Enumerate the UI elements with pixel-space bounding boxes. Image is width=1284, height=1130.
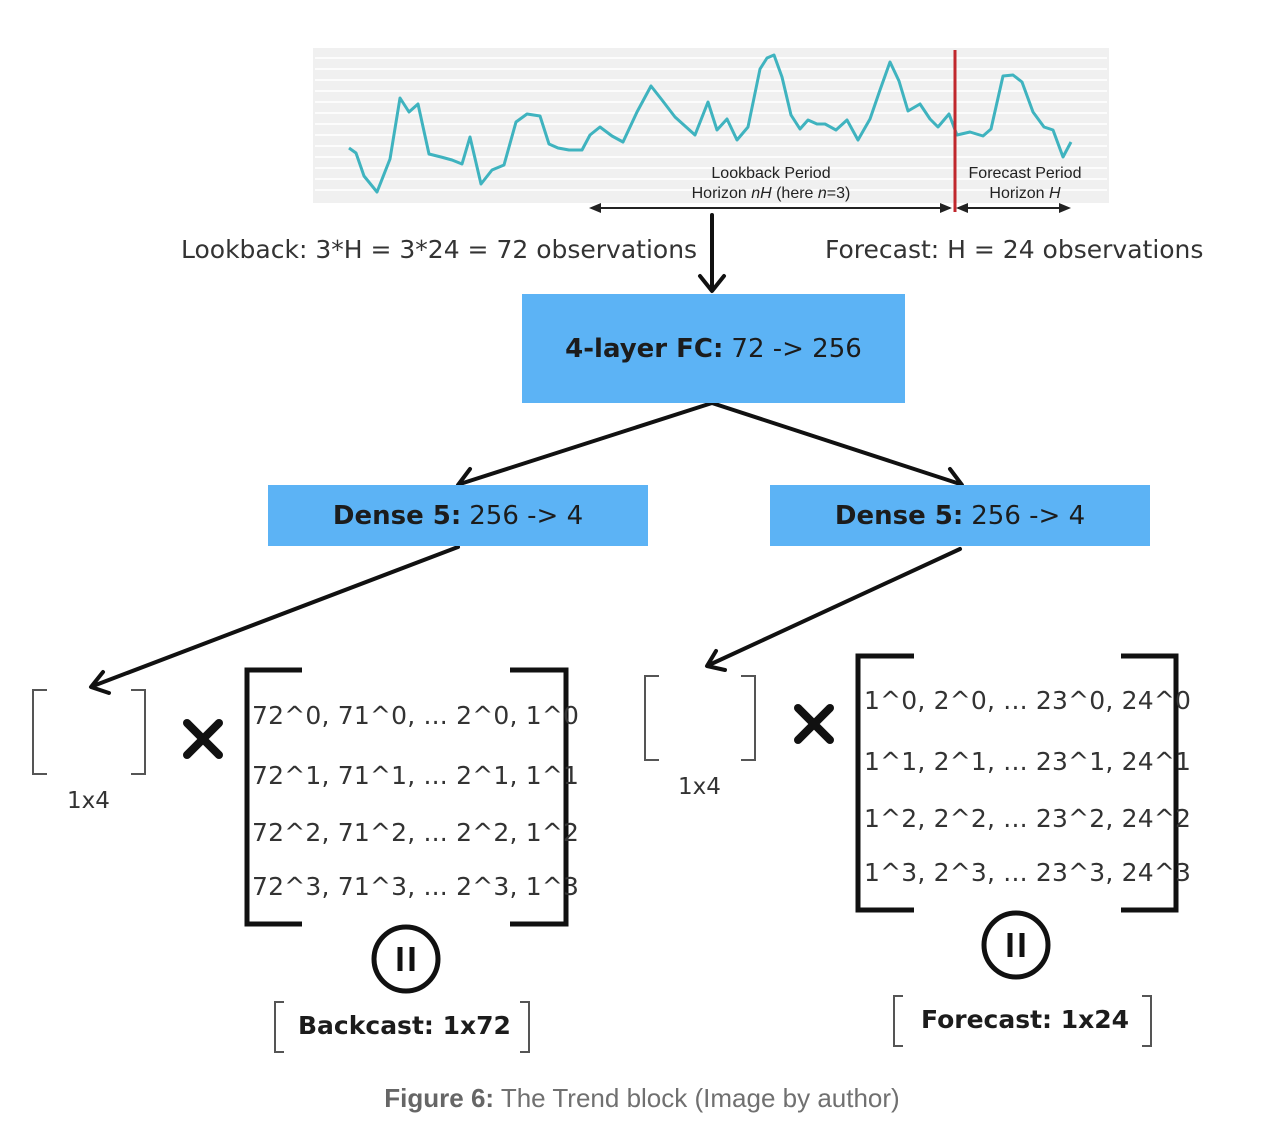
right-matrix-open-bracket <box>855 653 914 913</box>
left-matrix-row: 72^1, 71^1, ... 2^1, 1^1 <box>252 761 580 790</box>
arrow-dense-left-to-vector <box>91 545 460 688</box>
left-matrix-close-bracket <box>510 667 569 927</box>
forecast-horizon-text: Horizon H <box>989 185 1061 202</box>
left-matrix-open-bracket <box>244 667 302 927</box>
left-equals-icon <box>371 924 441 994</box>
dense-left-dims: 256 -> 4 <box>469 500 584 531</box>
plot-background <box>313 48 1109 203</box>
backcast-result: Backcast: 1x72 <box>298 1011 511 1040</box>
left-matrix-row: 72^2, 71^2, ... 2^2, 1^2 <box>252 818 580 847</box>
forecast-span-right-arrowhead <box>1059 203 1071 213</box>
right-matrix-row: 1^2, 2^2, ... 23^2, 24^2 <box>864 804 1192 833</box>
series-line <box>348 53 1073 194</box>
lookback-horizon-text: Horizon nH (here n=3) <box>691 185 851 202</box>
right-matrix-row: 1^1, 2^1, ... 23^1, 24^1 <box>864 747 1192 776</box>
dense-left-title: Dense 5: <box>332 500 462 531</box>
arrow-dense-right-to-vector-head <box>705 649 727 672</box>
left-vector-open-bracket <box>32 689 47 775</box>
forecast-result: Forecast: 1x24 <box>921 1005 1130 1034</box>
dense-right-box: Dense 5: 256 -> 4 <box>770 485 1150 546</box>
plot-gridlines <box>315 57 1107 191</box>
fc-layer-dims: 72 -> 256 <box>731 333 862 364</box>
right-result-close-bracket <box>1142 995 1152 1047</box>
forecast-period-label: Forecast Period Horizon H <box>958 164 1092 204</box>
fc-layer-box: 4-layer FC: 72 -> 256 <box>522 294 905 403</box>
right-equals-icon <box>981 910 1051 980</box>
left-result-open-bracket <box>274 1001 284 1053</box>
time-series-plot <box>313 48 1109 213</box>
right-vector-close-bracket <box>741 675 756 761</box>
right-vector-dim: 1x4 <box>678 774 721 800</box>
left-vector-close-bracket <box>131 689 146 775</box>
forecast-span-left-arrowhead <box>956 203 968 213</box>
dense-right-title: Dense 5: <box>834 500 964 531</box>
left-matrix-row: 72^0, 71^0, ... 2^0, 1^0 <box>252 701 580 730</box>
lookback-period-label: Lookback Period Horizon nH (here n=3) <box>666 164 876 204</box>
right-vector-open-bracket <box>644 675 659 761</box>
arrow-plot-to-fc-head <box>698 274 726 293</box>
left-matrix-row: 72^3, 71^3, ... 2^3, 1^3 <box>252 872 580 901</box>
arrow-dense-right-to-vector <box>707 547 962 667</box>
dense-left-box: Dense 5: 256 -> 4 <box>268 485 648 546</box>
arrow-dense-left-to-vector-head <box>89 670 111 695</box>
dense-right-dims: 256 -> 4 <box>971 500 1086 531</box>
lookback-observations-text: Lookback: 3*H = 3*24 = 72 observations <box>181 235 698 264</box>
arrow-fc-to-dense-right <box>710 401 962 486</box>
right-matrix-row: 1^3, 2^3, ... 23^3, 24^3 <box>864 858 1192 887</box>
figure-caption-text: The Trend block (Image by author) <box>494 1083 900 1113</box>
figure-caption-label: Figure 6: <box>384 1083 495 1113</box>
right-matrix-row: 1^0, 2^0, ... 23^0, 24^0 <box>864 686 1192 715</box>
left-result-close-bracket <box>520 1001 530 1053</box>
lookback-span-left-arrowhead <box>589 203 601 213</box>
fc-layer-title: 4-layer FC: <box>565 333 724 364</box>
right-matrix-close-bracket <box>1121 653 1179 913</box>
forecast-observations-text: Forecast: H = 24 observations <box>825 235 1204 264</box>
lookback-span-right-arrowhead <box>940 203 952 213</box>
figure-caption: Figure 6: The Trend block (Image by auth… <box>0 1083 1284 1114</box>
lookback-period-title: Lookback Period <box>711 165 831 182</box>
right-result-open-bracket <box>893 995 903 1047</box>
arrow-fc-to-dense-left <box>458 401 714 486</box>
left-vector-dim: 1x4 <box>67 788 110 814</box>
forecast-period-title: Forecast Period <box>968 165 1082 182</box>
